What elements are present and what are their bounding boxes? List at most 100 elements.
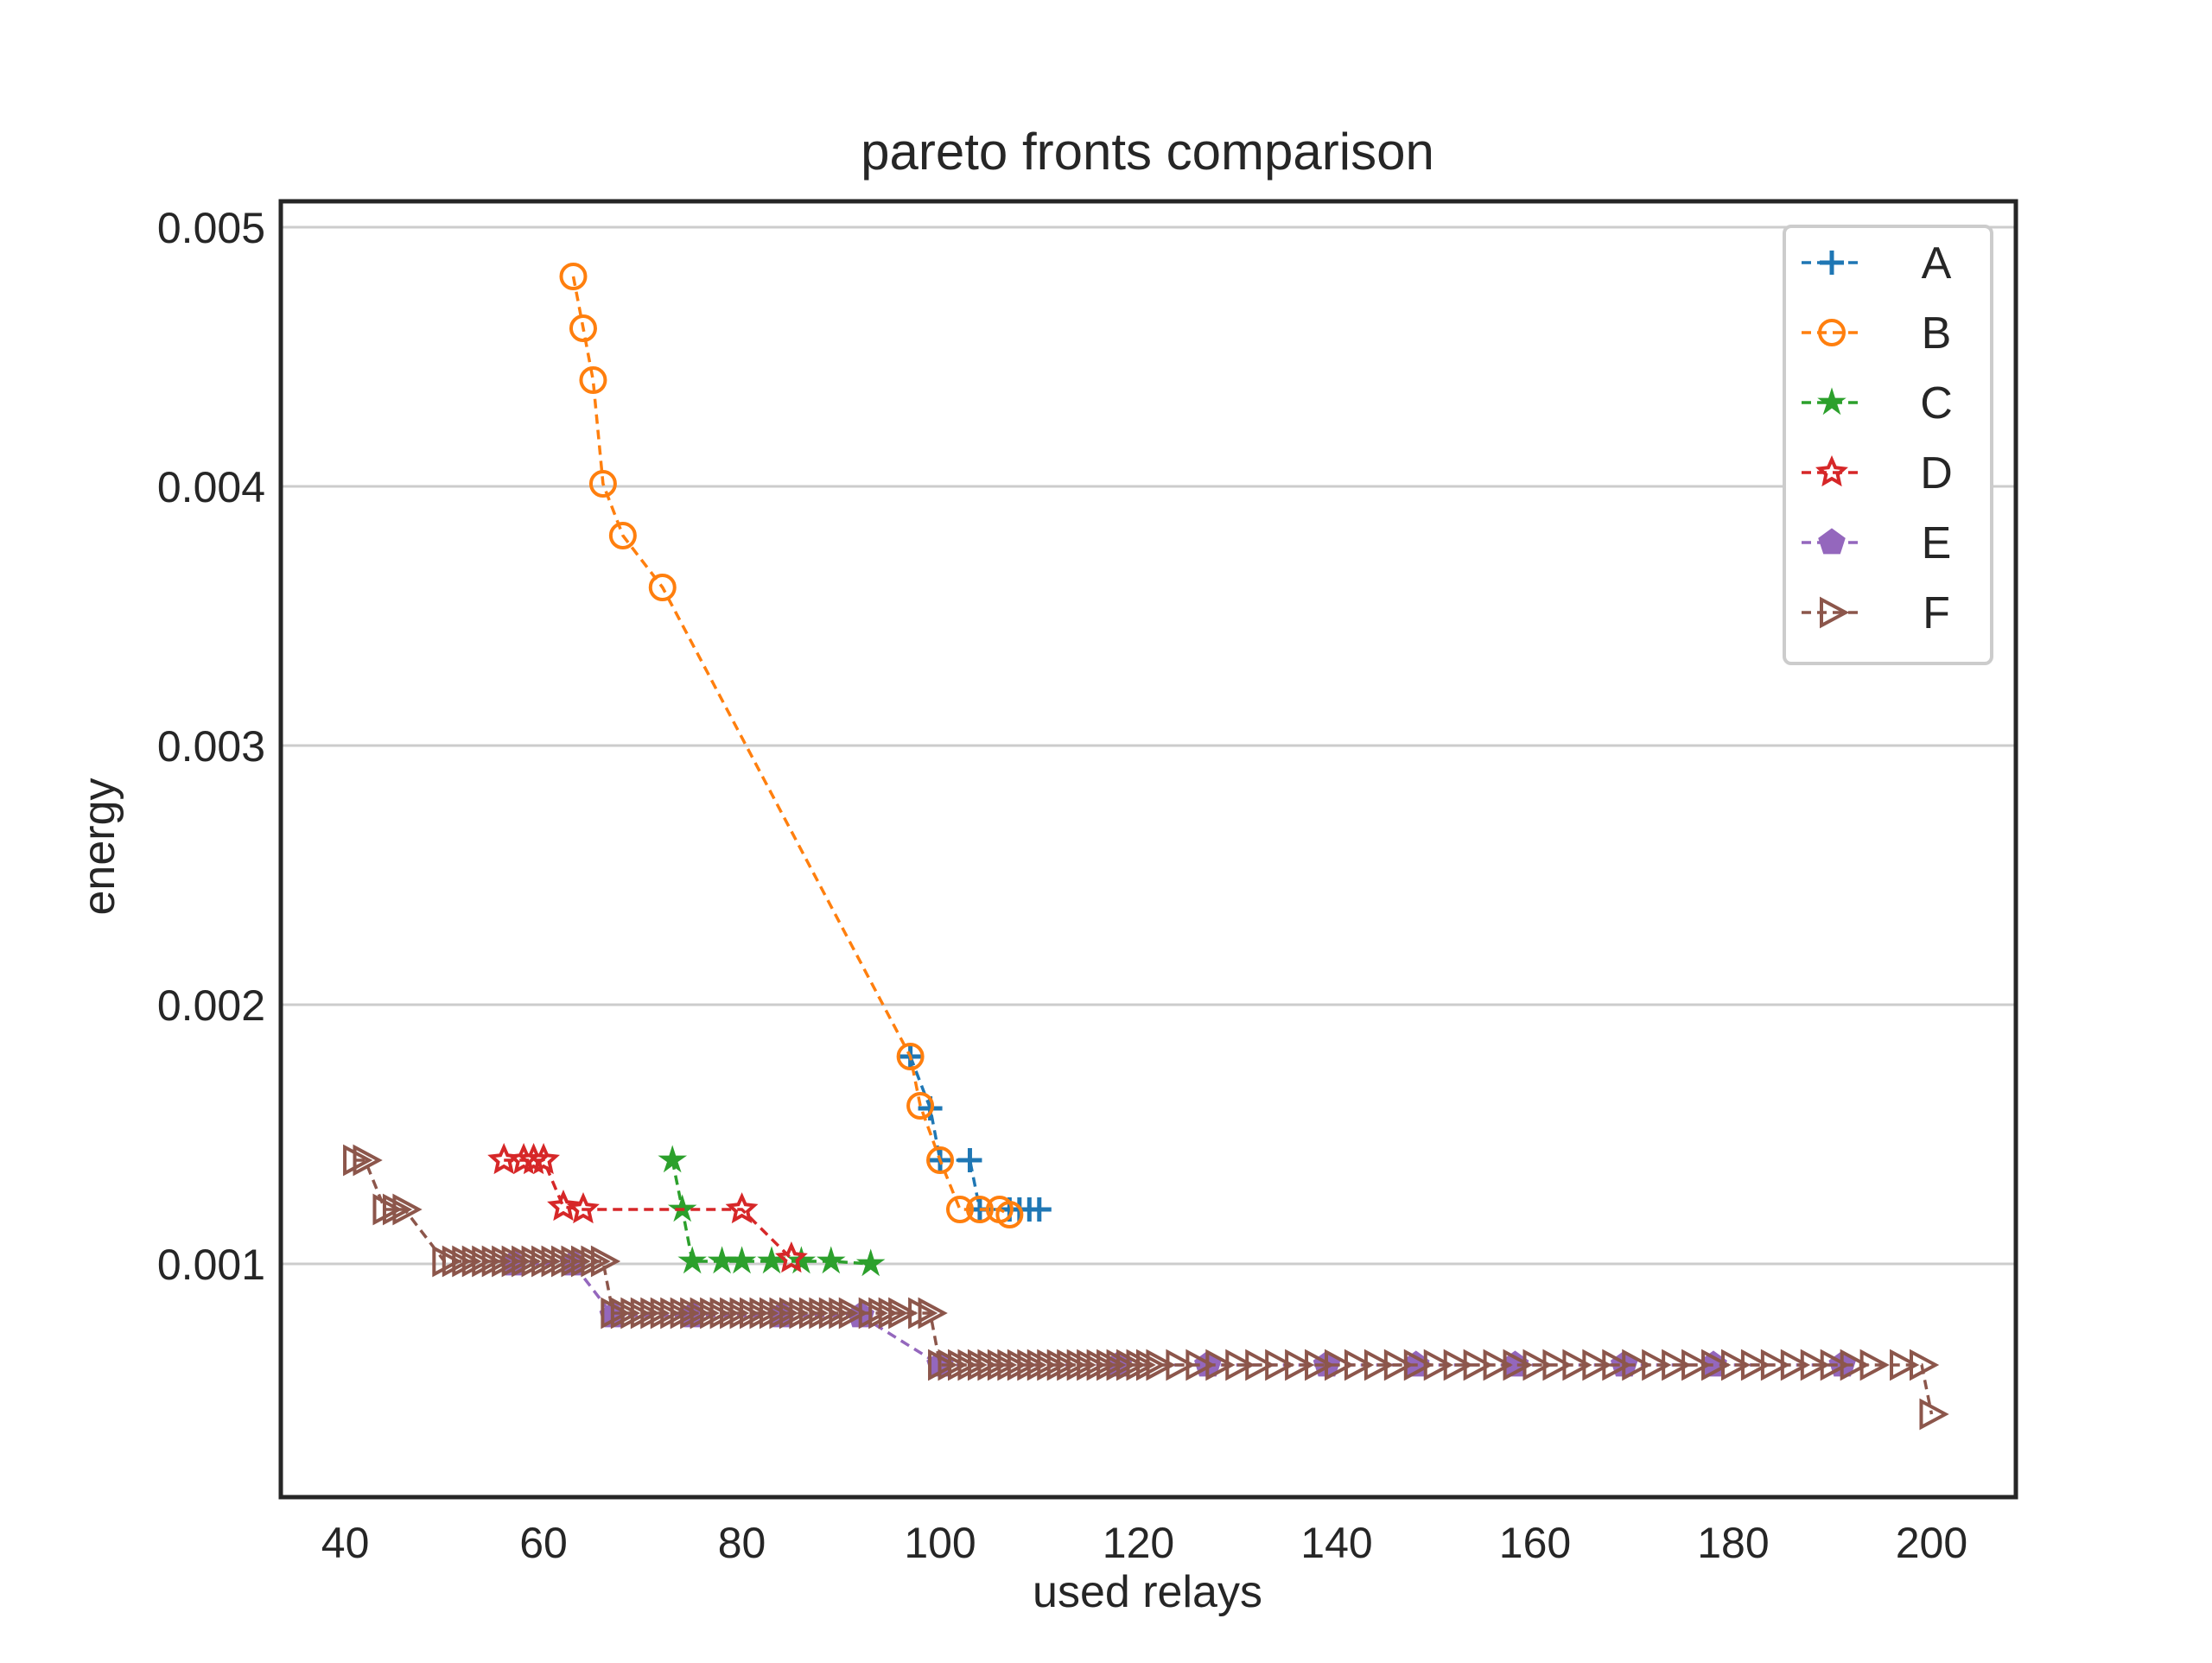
data-point-f <box>908 1297 938 1330</box>
data-point-f <box>1642 1349 1672 1381</box>
data-point-f <box>640 1297 671 1330</box>
data-point-f <box>997 1349 1027 1381</box>
data-point-b <box>579 366 607 394</box>
data-point-f <box>1443 1349 1473 1381</box>
data-point-f <box>670 1297 700 1330</box>
data-point-f <box>610 1297 641 1330</box>
data-point-f <box>492 1245 522 1278</box>
data-point-f <box>700 1297 730 1330</box>
data-point-b <box>559 263 588 290</box>
data-point-f <box>1325 1349 1355 1381</box>
legend-marker <box>1820 596 1850 629</box>
data-point-f <box>1622 1349 1652 1381</box>
data-point-c <box>817 1246 846 1274</box>
data-point-d <box>547 1190 580 1222</box>
data-point-f <box>928 1349 958 1381</box>
data-point-f <box>1383 1349 1414 1381</box>
data-point-f <box>858 1297 888 1330</box>
series-line-c <box>671 1159 871 1266</box>
data-point-b <box>608 522 637 549</box>
data-point-f <box>798 1297 830 1330</box>
data-point-f <box>1582 1349 1612 1381</box>
series-f <box>343 1144 1949 1431</box>
data-point-f <box>1503 1349 1533 1381</box>
data-point-d <box>527 1143 560 1175</box>
data-point-c <box>786 1246 817 1274</box>
data-point-f <box>1662 1349 1692 1381</box>
data-point-f <box>501 1245 531 1278</box>
data-point-f <box>581 1245 611 1278</box>
plot-frame <box>278 199 2018 1500</box>
data-point-f <box>720 1297 750 1330</box>
data-point-f <box>1363 1349 1395 1381</box>
data-point-f <box>1205 1349 1236 1381</box>
data-point-f <box>372 1193 403 1226</box>
series-d <box>487 1143 808 1273</box>
data-point-f <box>977 1349 1007 1381</box>
data-point-f <box>769 1297 799 1330</box>
data-point-f <box>1245 1349 1275 1381</box>
data-point-f <box>1602 1349 1632 1381</box>
data-point-c <box>855 1248 886 1277</box>
data-point-f <box>1126 1349 1156 1381</box>
data-point-f <box>1720 1349 1751 1381</box>
data-point-c <box>658 1145 688 1173</box>
data-point-b <box>965 1196 994 1223</box>
data-point-f <box>551 1245 582 1278</box>
legend-label: F <box>1923 588 1950 638</box>
data-point-b <box>648 574 677 601</box>
data-point-f <box>918 1297 948 1330</box>
data-point-f <box>432 1245 462 1278</box>
data-point-f <box>829 1297 859 1330</box>
data-point-f <box>1909 1349 1940 1381</box>
legend-marker <box>1815 455 1848 487</box>
legend-item: F <box>1802 588 1950 638</box>
data-point-f <box>1800 1349 1831 1381</box>
data-point-f <box>967 1349 998 1381</box>
data-point-f <box>521 1245 551 1278</box>
data-point-f <box>353 1144 383 1177</box>
data-point-f <box>541 1245 571 1278</box>
data-point-f <box>660 1297 690 1330</box>
data-point-f <box>382 1193 413 1226</box>
data-point-f <box>1681 1349 1712 1381</box>
legend-marker <box>1817 387 1847 416</box>
tick-layer: 0.001 0.002 0.003 0.004 0.005 40 60 80 100 120 140… <box>157 204 1967 1567</box>
x-axis-label: used relays <box>1033 1567 1262 1617</box>
data-point-f <box>1740 1349 1771 1381</box>
data-point-f <box>987 1349 1018 1381</box>
data-point-f <box>938 1349 968 1381</box>
data-point-f <box>1522 1349 1553 1381</box>
data-point-f <box>868 1297 899 1330</box>
x-tick-label: 180 <box>1697 1519 1769 1567</box>
data-point-f <box>729 1297 760 1330</box>
data-point-f <box>1225 1349 1255 1381</box>
data-point-a <box>957 1148 982 1172</box>
data-point-f <box>1562 1349 1592 1381</box>
data-point-f <box>1344 1349 1375 1381</box>
data-point-f <box>1919 1398 1949 1431</box>
legend-label: C <box>1920 378 1953 428</box>
data-point-f <box>1007 1349 1038 1381</box>
data-point-f <box>531 1245 562 1278</box>
legend-label: B <box>1922 308 1952 359</box>
data-point-b <box>906 1092 935 1120</box>
data-point-f <box>1037 1349 1067 1381</box>
data-point-f <box>1106 1349 1136 1381</box>
data-point-f <box>680 1297 710 1330</box>
data-point-f <box>1116 1349 1147 1381</box>
data-point-f <box>740 1297 770 1330</box>
data-point-f <box>1780 1349 1811 1381</box>
y-tick-label: 0.002 <box>157 981 265 1030</box>
x-tick-label: 160 <box>1499 1519 1571 1567</box>
data-point-f <box>1859 1349 1890 1381</box>
data-point-d <box>567 1192 600 1224</box>
x-tick-label: 120 <box>1103 1519 1174 1567</box>
data-point-f <box>1077 1349 1107 1381</box>
data-point-f <box>1066 1349 1096 1381</box>
data-point-f <box>561 1245 591 1278</box>
data-point-f <box>818 1297 849 1330</box>
y-tick-label: 0.003 <box>157 722 265 771</box>
data-point-f <box>1403 1349 1434 1381</box>
data-point-f <box>1840 1349 1870 1381</box>
